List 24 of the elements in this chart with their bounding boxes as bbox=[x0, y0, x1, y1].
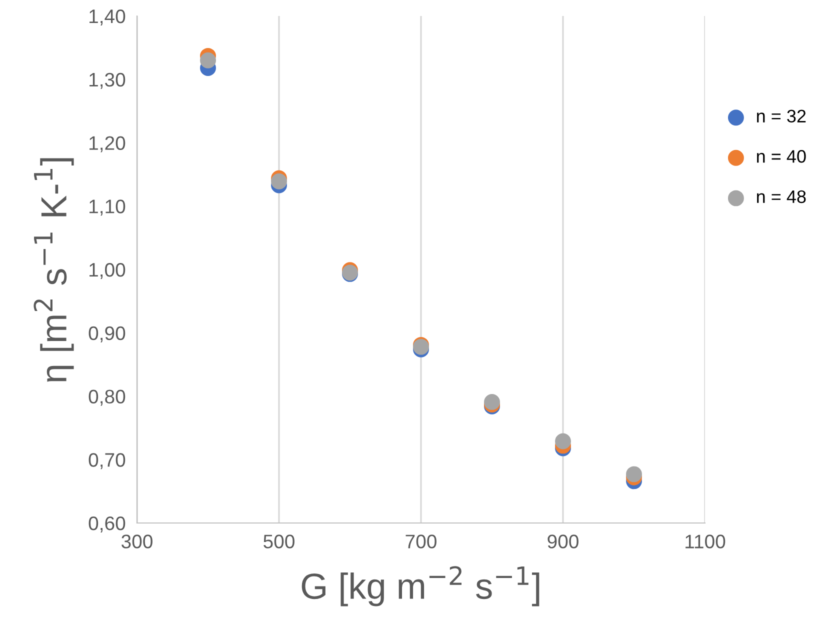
legend-label: n = 48 bbox=[757, 190, 806, 204]
point bbox=[200, 52, 216, 68]
y-tick-label: 1,20 bbox=[90, 136, 126, 152]
point bbox=[555, 433, 571, 450]
x-tick-label: 1100 bbox=[686, 534, 726, 548]
y-tick-label: 0,60 bbox=[88, 516, 126, 533]
y-axis-title: η [m$^{2}$ s$^{−1}$ K-$^{1}$] bbox=[34, 158, 74, 382]
point bbox=[484, 394, 500, 410]
y-tick-label: 1,40 bbox=[90, 9, 126, 26]
y-tick-label: 0,80 bbox=[88, 390, 126, 406]
x-tick-label: 700 bbox=[406, 534, 436, 548]
x-tick-label: 900 bbox=[548, 534, 578, 548]
y-tick-label: 1,00 bbox=[90, 262, 126, 280]
y-tick-label: 1,30 bbox=[90, 72, 126, 89]
x-axis-title: G [kg m$^{−2}$ s$^{−1}$] bbox=[302, 566, 540, 606]
legend-label: n = 40 bbox=[757, 150, 806, 163]
y-tick-label: 0,70 bbox=[88, 453, 126, 470]
x-tick-label: 500 bbox=[264, 534, 294, 548]
point bbox=[271, 173, 287, 190]
y-tick-label: 0,90 bbox=[88, 326, 126, 342]
legend-label: n = 32 bbox=[757, 110, 806, 123]
point bbox=[626, 466, 642, 482]
y-tick-label: 1,10 bbox=[90, 200, 126, 216]
x-tick-label: 300 bbox=[122, 534, 152, 548]
